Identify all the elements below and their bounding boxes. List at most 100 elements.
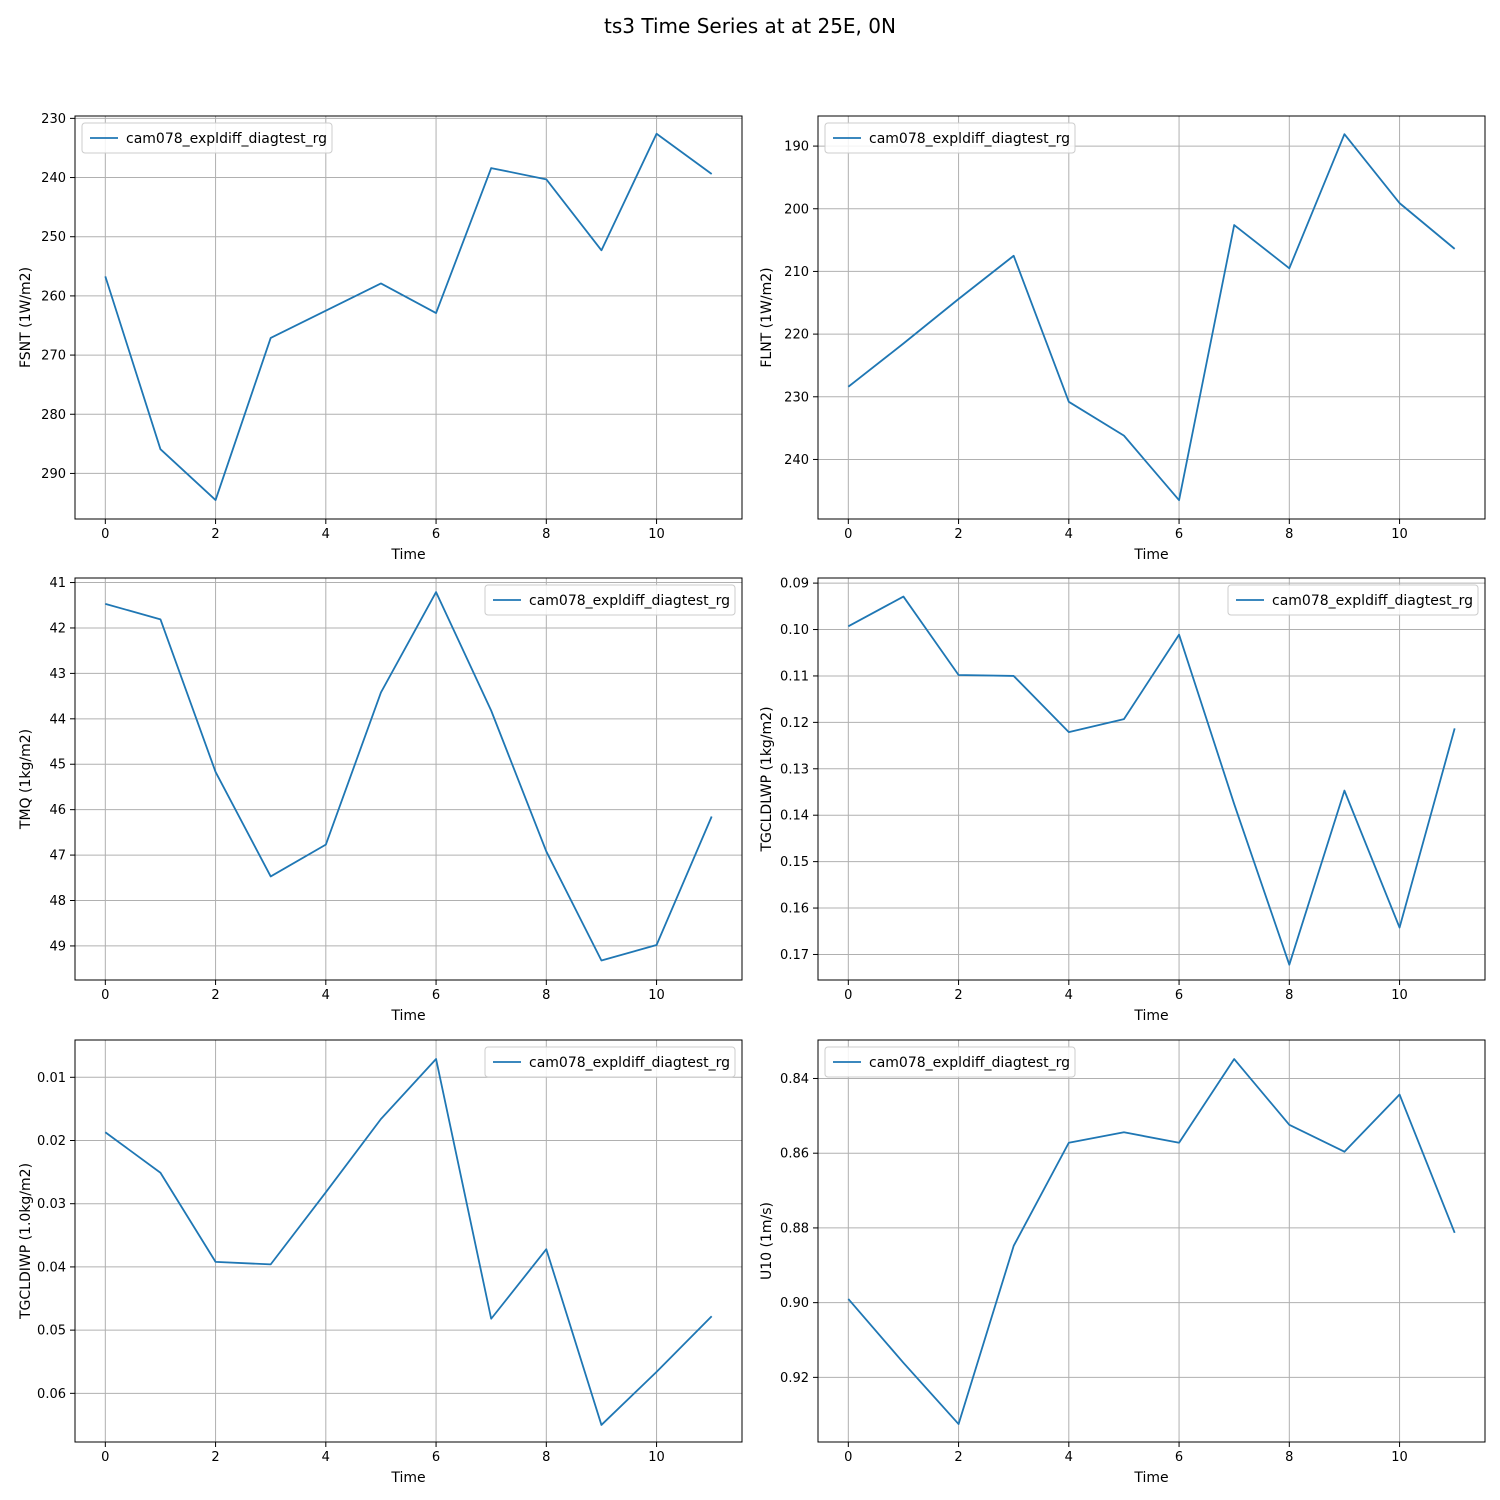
subplot-5: 0 2 4 6 8 10 0.01 0.02 0.03 0.04 0.05 0.06 Time TGCLD… — [18, 1039, 743, 1486]
y-tick-label: 0.16 — [780, 902, 809, 917]
legend-box — [484, 584, 736, 616]
axes-frame — [74, 577, 743, 981]
legend: cam078_expldiff_diagtest_rg — [484, 1046, 736, 1078]
subplot-6: 0 2 4 6 8 10 0.84 0.86 0.88 0.90 0.92 Time U10 (1m/s… — [759, 1039, 1486, 1486]
legend: cam078_expldiff_diagtest_rg — [1227, 584, 1479, 616]
legend-box — [824, 122, 1076, 154]
x-tick-label: 2 — [211, 1450, 219, 1465]
y-tick-label: 220 — [784, 328, 809, 343]
x-tick-label: 0 — [844, 527, 852, 542]
x-axis-label: Time — [1133, 547, 1168, 563]
y-tick-label: 41 — [49, 576, 66, 591]
x-tick-label: 4 — [1065, 527, 1073, 542]
y-tick-label: 43 — [49, 667, 66, 682]
y-tick-label: 49 — [49, 939, 66, 954]
y-axis-label: FSNT (1W/m2) — [18, 267, 34, 368]
x-tick-label: 6 — [1175, 527, 1183, 542]
x-tick-label: 8 — [1285, 527, 1293, 542]
x-axis-label: Time — [390, 1008, 425, 1024]
y-tick-label: 0.03 — [37, 1197, 66, 1212]
y-tick-label: 45 — [49, 758, 66, 773]
y-tick-label: 230 — [41, 112, 66, 127]
series-line — [105, 591, 713, 962]
legend-box — [81, 122, 333, 154]
legend-label: cam078_expldiff_diagtest_rg — [529, 593, 730, 609]
y-axis-label: TGCLDLWP (1kg/m2) — [759, 706, 775, 852]
y-tick-label: 0.88 — [780, 1221, 809, 1236]
y-tick-label: 0.15 — [780, 855, 809, 870]
legend-box — [1227, 584, 1479, 616]
x-tick-label: 8 — [1285, 988, 1293, 1003]
x-tick-label: 8 — [1285, 1450, 1293, 1465]
y-tick-label: 240 — [784, 453, 809, 468]
y-tick-label: 44 — [49, 712, 66, 727]
y-tick-label: 210 — [784, 265, 809, 280]
axes-frame — [817, 577, 1486, 981]
y-tick-label: 290 — [41, 467, 66, 482]
series-line — [104, 1058, 713, 1426]
legend-box — [484, 1046, 736, 1078]
x-tick-label: 4 — [322, 1450, 330, 1465]
x-tick-label: 0 — [844, 988, 852, 1003]
y-tick-label: 250 — [41, 230, 66, 245]
legend-label: cam078_expldiff_diagtest_rg — [1272, 593, 1473, 609]
axes-frame — [817, 1039, 1486, 1443]
x-tick-label: 2 — [954, 988, 962, 1003]
y-tick-label: 0.05 — [37, 1324, 66, 1339]
subplot-2: 0 2 4 6 8 10 190 200 210 220 230 240 Time FLNT (1W/m2… — [759, 115, 1486, 563]
y-axis-label: TGCLDIWP (1.0kg/m2) — [18, 1163, 34, 1320]
y-tick-label: 0.12 — [780, 716, 809, 731]
x-tick-label: 6 — [432, 527, 440, 542]
x-tick-label: 4 — [1065, 1450, 1073, 1465]
y-tick-label: 230 — [784, 390, 809, 405]
axes-frame — [74, 1039, 743, 1443]
series-line — [847, 133, 1456, 502]
legend: cam078_expldiff_diagtest_rg — [484, 584, 736, 616]
x-axis-label: Time — [1133, 1470, 1168, 1486]
x-tick-label: 4 — [322, 988, 330, 1003]
x-tick-label: 8 — [542, 527, 550, 542]
y-tick-label: 0.06 — [37, 1387, 66, 1402]
x-axis-label: Time — [390, 547, 425, 563]
series-line — [847, 595, 1456, 966]
figure-title: ts3 Time Series at at 25E, 0N — [604, 14, 896, 38]
y-axis-label: U10 (1m/s) — [759, 1202, 775, 1280]
y-tick-label: 0.10 — [780, 623, 809, 638]
y-tick-label: 270 — [41, 349, 66, 364]
x-tick-label: 6 — [432, 988, 440, 1003]
y-tick-label: 0.11 — [780, 669, 809, 684]
y-tick-label: 0.13 — [780, 762, 809, 777]
x-tick-label: 0 — [844, 1450, 852, 1465]
legend-label: cam078_expldiff_diagtest_rg — [869, 131, 1070, 147]
subplot-1: 0 2 4 6 8 10 230 240 250 260 270 280 290 Time FSNT (1W… — [18, 112, 743, 563]
y-tick-label: 260 — [41, 289, 66, 304]
legend: cam078_expldiff_diagtest_rg — [824, 122, 1076, 154]
y-tick-label: 0.02 — [37, 1134, 66, 1149]
x-tick-label: 2 — [211, 988, 219, 1003]
y-tick-label: 46 — [49, 803, 66, 818]
x-tick-label: 2 — [954, 1450, 962, 1465]
legend-label: cam078_expldiff_diagtest_rg — [869, 1055, 1070, 1071]
y-tick-label: 0.04 — [37, 1260, 66, 1275]
x-tick-label: 8 — [542, 1450, 550, 1465]
y-tick-label: 48 — [49, 894, 66, 909]
y-tick-label: 280 — [41, 408, 66, 423]
x-tick-label: 10 — [648, 527, 665, 542]
series-line — [104, 132, 713, 501]
y-tick-label: 0.01 — [37, 1071, 66, 1086]
y-tick-label: 0.86 — [780, 1147, 809, 1162]
y-axis-label: TMQ (1kg/m2) — [18, 729, 34, 830]
x-tick-label: 10 — [648, 988, 665, 1003]
y-tick-label: 42 — [49, 621, 66, 636]
x-tick-label: 6 — [1175, 1450, 1183, 1465]
y-tick-label: 0.90 — [780, 1296, 809, 1311]
x-tick-label: 4 — [322, 527, 330, 542]
y-tick-label: 200 — [784, 202, 809, 217]
x-axis-label: Time — [390, 1470, 425, 1486]
x-tick-label: 0 — [101, 988, 109, 1003]
x-tick-label: 10 — [1391, 527, 1408, 542]
x-tick-label: 0 — [101, 1450, 109, 1465]
